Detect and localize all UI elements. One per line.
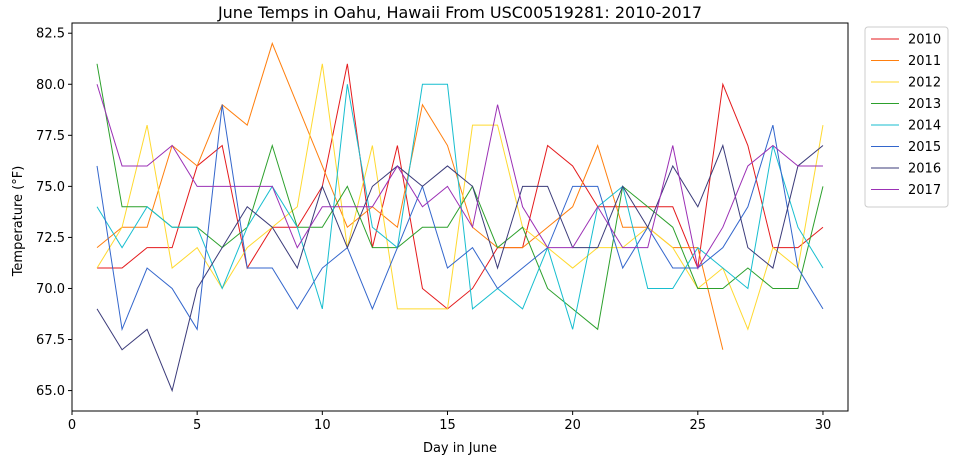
y-tick-label: 75.0 xyxy=(36,180,65,195)
legend-label-2014: 2014 xyxy=(908,119,941,134)
legend-label-2011: 2011 xyxy=(908,54,941,69)
plot-frame xyxy=(71,22,849,412)
x-axis-title: Day in June xyxy=(423,441,497,456)
series-line-2015 xyxy=(96,104,824,332)
chart-title: June Temps in Oahu, Hawaii From USC00519… xyxy=(217,3,702,22)
legend-label-2013: 2013 xyxy=(908,97,941,112)
series-line-2014 xyxy=(96,83,824,330)
series-line-2017 xyxy=(96,84,823,270)
x-tick-label: 10 xyxy=(314,418,331,433)
x-tick-label: 25 xyxy=(690,418,707,433)
legend: 2010 2011 2012 2013 2014 2015 2016 2017 xyxy=(864,26,949,208)
y-tick-label: 80.0 xyxy=(36,78,65,93)
legend-label-2010: 2010 xyxy=(908,33,941,48)
x-tick-label: 20 xyxy=(564,418,581,433)
series-line-2016 xyxy=(96,143,824,393)
x-tick-label: 30 xyxy=(815,418,832,433)
legend-label-2012: 2012 xyxy=(908,76,941,91)
legend-box xyxy=(864,26,949,208)
y-tick-label: 70.0 xyxy=(36,282,65,297)
x-tick-label: 0 xyxy=(68,418,76,433)
y-tick-label: 65.0 xyxy=(36,384,65,399)
y-tick-label: 72.5 xyxy=(36,231,65,246)
series-line-2010 xyxy=(97,63,824,310)
y-tick-label: 67.5 xyxy=(36,333,65,348)
plot-area: 0 5 10 15 20 25 30 65.0 67.5 70.0 72.5 75.0 77.5 80.0… xyxy=(36,22,849,433)
y-tick-label: 77.5 xyxy=(36,129,65,144)
legend-label-2016: 2016 xyxy=(908,162,941,177)
y-axis-title: Temperature (°F) xyxy=(11,166,26,278)
legend-label-2015: 2015 xyxy=(908,140,941,155)
x-tick-label: 15 xyxy=(439,418,456,433)
series-line-2012 xyxy=(96,63,824,331)
y-tick-label: 82.5 xyxy=(36,27,65,42)
legend-label-2017: 2017 xyxy=(908,183,941,198)
x-tick-label: 5 xyxy=(193,418,201,433)
